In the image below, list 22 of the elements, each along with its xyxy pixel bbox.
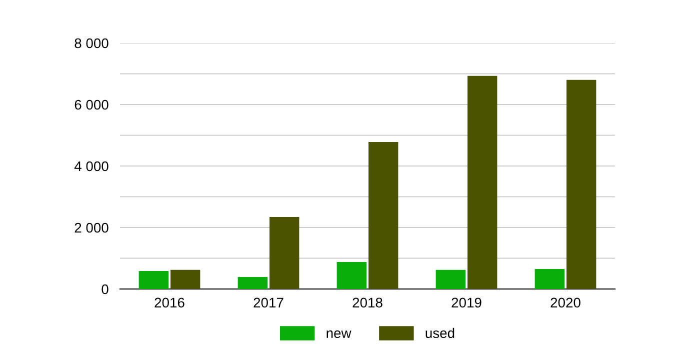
bar — [566, 80, 596, 289]
bar — [269, 217, 300, 289]
bar — [467, 76, 498, 289]
x-tick-label: 2017 — [254, 298, 284, 308]
x-tick-label: 2018 — [352, 298, 382, 308]
bar — [238, 277, 268, 289]
bar — [436, 270, 466, 289]
bar — [368, 142, 398, 289]
x-tick-label: 2019 — [452, 298, 482, 308]
y-tick-label: 8 000 — [74, 38, 108, 48]
y-tick-label: 2 000 — [74, 222, 108, 233]
y-tick-label: 6 000 — [74, 100, 108, 110]
bar — [336, 262, 367, 289]
x-tick-label: 2016 — [154, 298, 184, 308]
bar — [138, 271, 169, 289]
legend-label: new — [326, 330, 352, 338]
bar — [534, 269, 565, 289]
legend-label: used — [426, 328, 454, 338]
y-tick-label: 4 000 — [74, 161, 108, 172]
y-tick-label: 0 — [102, 284, 108, 294]
x-tick-label: 2020 — [550, 298, 580, 308]
bar — [170, 270, 200, 289]
